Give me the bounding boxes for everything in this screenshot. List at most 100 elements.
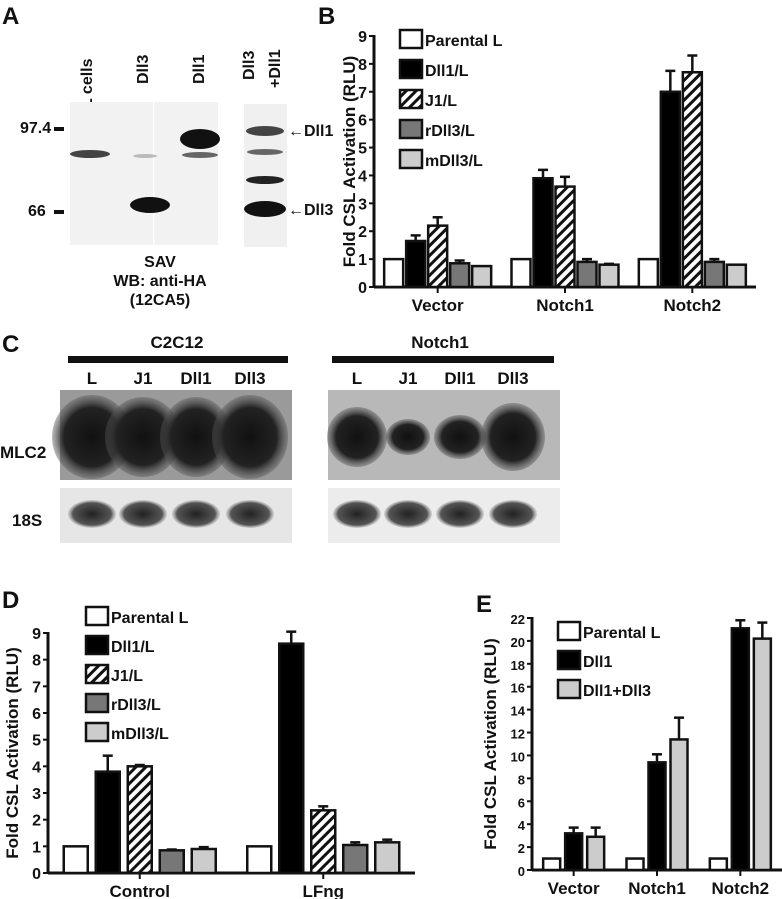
bar-j1-l	[681, 71, 704, 289]
bar-rdll3-l	[576, 260, 598, 289]
bar-parental-l	[382, 257, 405, 289]
panel-a: A L cells Dll3 Dll1 Dll3 +Dll1 97.4 66 ←…	[2, 3, 333, 309]
y-tick-label: 3	[32, 786, 41, 803]
legend-swatch	[84, 663, 110, 685]
y-tick-label: 18	[511, 658, 525, 673]
legend-label: mDll3/L	[111, 726, 169, 743]
mlc2-band	[386, 419, 430, 455]
group-label: Notch1	[411, 333, 469, 352]
y-axis-label: Fold CSL Activation (RLU)	[481, 638, 500, 850]
18s-band	[333, 500, 381, 528]
y-tick-label: 4	[32, 759, 41, 776]
legend-swatch	[398, 148, 424, 170]
legend-label: Parental L	[111, 610, 189, 627]
panel-label-d: D	[2, 587, 19, 614]
y-tick-label: 1	[32, 839, 41, 856]
legend-label: Parental L	[583, 625, 661, 642]
y-tick-label: 10	[511, 749, 525, 764]
band-label: ←Dll1	[288, 123, 333, 140]
x-tick-label: Vector	[412, 296, 464, 315]
mw-marker: 97.4	[20, 120, 51, 137]
y-tick-label: 9	[32, 626, 41, 643]
bar-dll1-l	[659, 90, 682, 289]
lane-label: J1	[134, 369, 153, 388]
y-tick-label: 4	[358, 168, 367, 185]
legend-label: rDll3/L	[425, 123, 475, 140]
legend-label: J1/L	[111, 668, 143, 685]
y-tick-label: 2	[518, 841, 525, 856]
legend-swatch	[84, 634, 110, 656]
y-tick-label: 22	[511, 612, 525, 627]
chart-e: 0 2 4 6 8 10 12 14 16 18 20 22 Fold CSL Activation (…	[481, 612, 782, 898]
bar-parental-l	[625, 857, 645, 872]
bar-j1-l	[426, 224, 449, 289]
legend-label: Dll1+Dll3	[583, 683, 651, 700]
lane-label: Dll3	[497, 369, 528, 388]
caption: SAV	[144, 254, 176, 271]
panel-label-c: C	[2, 331, 19, 358]
y-tick-label: 14	[511, 704, 526, 719]
bar-dll1	[730, 627, 751, 872]
bar-dll1	[563, 832, 584, 872]
bar-rdll3-l	[448, 262, 471, 289]
x-tick-label: Vector	[548, 879, 600, 898]
y-tick-label: 1	[358, 252, 367, 269]
mlc2-band	[212, 395, 288, 479]
bar-parental-l	[510, 257, 532, 289]
legend-label: Parental L	[425, 33, 503, 50]
y-tick-label: 2	[32, 813, 41, 830]
bar-dll1-l	[404, 239, 427, 289]
y-tick-label: 0	[518, 864, 525, 879]
mlc2-band	[327, 407, 387, 467]
panel-label-b: B	[318, 3, 335, 30]
bar-j1-l	[310, 809, 337, 875]
y-tick-label: 8	[358, 57, 367, 74]
18s-band	[172, 500, 220, 528]
y-tick-label: 6	[32, 706, 41, 723]
legend-label: Dll1/L	[111, 639, 155, 656]
legend-label: Dll1	[583, 654, 612, 671]
x-tick-label: Notch2	[712, 879, 770, 898]
lane-label: L	[87, 369, 97, 388]
mlc2-band	[481, 403, 545, 471]
y-tick-label: 0	[32, 866, 41, 883]
row-label: MLC2	[0, 443, 46, 462]
legend-swatch	[556, 649, 582, 671]
18s-band	[489, 500, 537, 528]
y-axis-label: Fold CSL Activation (RLU)	[3, 647, 22, 859]
x-tick-label: LFng	[302, 882, 344, 899]
panel-label-e: E	[476, 591, 492, 618]
lane-label: Dll3	[241, 51, 258, 80]
lane-label: L	[352, 369, 362, 388]
bar-rdll3-l	[342, 843, 369, 875]
caption: (12CA5)	[130, 292, 190, 309]
bar-rdll3-l	[158, 849, 185, 875]
row-label: 18S	[12, 511, 42, 530]
bar-dll1-l	[94, 770, 121, 875]
bar-parental-l	[246, 845, 273, 875]
y-tick-label: 8	[32, 653, 41, 670]
y-tick-label: 8	[518, 772, 525, 787]
y-tick-label: 16	[511, 681, 525, 696]
chart-d: 0 1 2 3 4 5 6 7 8 9 Fold CSL Activation (RLU) Contr…	[3, 605, 415, 899]
bar-mdll3-l	[725, 263, 748, 289]
bar-parental-l	[62, 845, 89, 875]
mlc2-band	[105, 397, 181, 477]
bar-parental-l	[637, 257, 660, 289]
18s-band	[436, 500, 484, 528]
y-tick-label: 3	[358, 196, 367, 213]
panel-c: C C2C12 Notch1 L J1 Dll1 Dll3 L J1 Dll1 Dll3 ML…	[0, 331, 560, 543]
bar-j1-l	[554, 185, 576, 289]
x-tick-label: Control	[110, 882, 170, 899]
bar-dll1-dll3	[585, 835, 606, 872]
bar-dll1	[647, 761, 667, 872]
y-tick-label: 20	[511, 635, 525, 650]
18s-band	[119, 500, 167, 528]
bar-dll1-l	[532, 176, 554, 289]
legend-swatch	[84, 692, 110, 714]
y-tick-label: 4	[518, 818, 526, 833]
y-axis-label: Fold CSL Activation (RLU)	[340, 56, 359, 268]
western-blot	[70, 102, 287, 247]
legend-swatch	[84, 605, 110, 627]
